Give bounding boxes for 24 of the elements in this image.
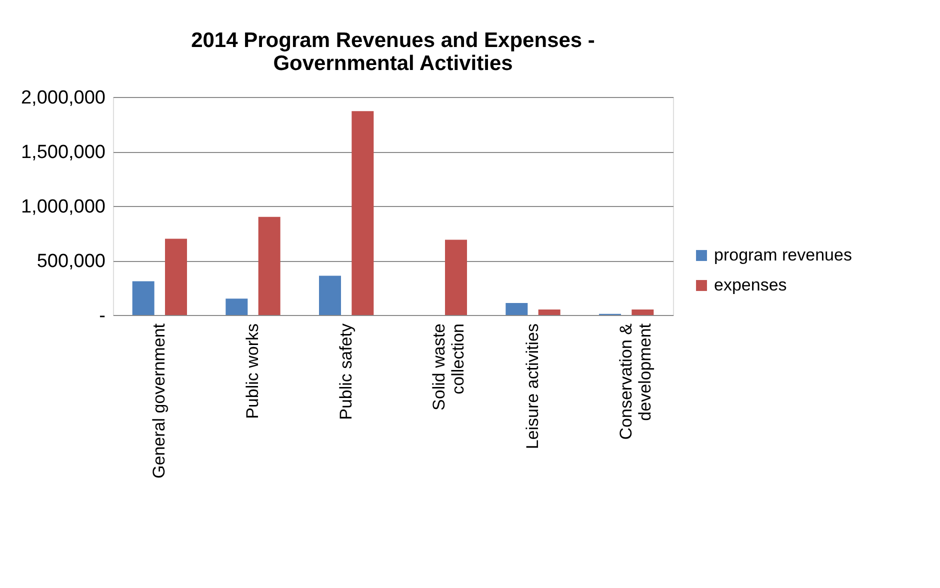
legend-label: expenses bbox=[714, 276, 787, 294]
bar bbox=[132, 281, 154, 315]
bar bbox=[632, 310, 654, 315]
x-tick-label: Public works bbox=[243, 324, 262, 419]
chart-title: 2014 Program Revenues and Expenses - Governmental Activities bbox=[191, 29, 595, 75]
bar bbox=[538, 310, 560, 315]
y-tick-label: 2,000,000 bbox=[20, 88, 106, 108]
x-tick-label: General government bbox=[150, 323, 169, 478]
y-tick-label: 500,000 bbox=[36, 251, 106, 272]
bar bbox=[226, 298, 248, 315]
bar bbox=[445, 240, 467, 315]
bar bbox=[258, 216, 280, 315]
bar bbox=[506, 303, 528, 315]
bar bbox=[319, 276, 341, 315]
bar bbox=[165, 238, 187, 315]
bar bbox=[352, 111, 374, 315]
x-tick-label: Leisure activities bbox=[523, 324, 542, 450]
legend-label: program revenues bbox=[714, 246, 852, 264]
y-tick-label: 1,500,000 bbox=[20, 142, 106, 163]
y-tick-label: - bbox=[99, 306, 106, 326]
y-tick-label: 1,000,000 bbox=[20, 196, 106, 218]
x-tick-label: Conservation & development bbox=[616, 322, 654, 440]
x-tick-label: Solid waste collection bbox=[430, 324, 468, 410]
x-tick-label: Public safety bbox=[336, 323, 356, 420]
